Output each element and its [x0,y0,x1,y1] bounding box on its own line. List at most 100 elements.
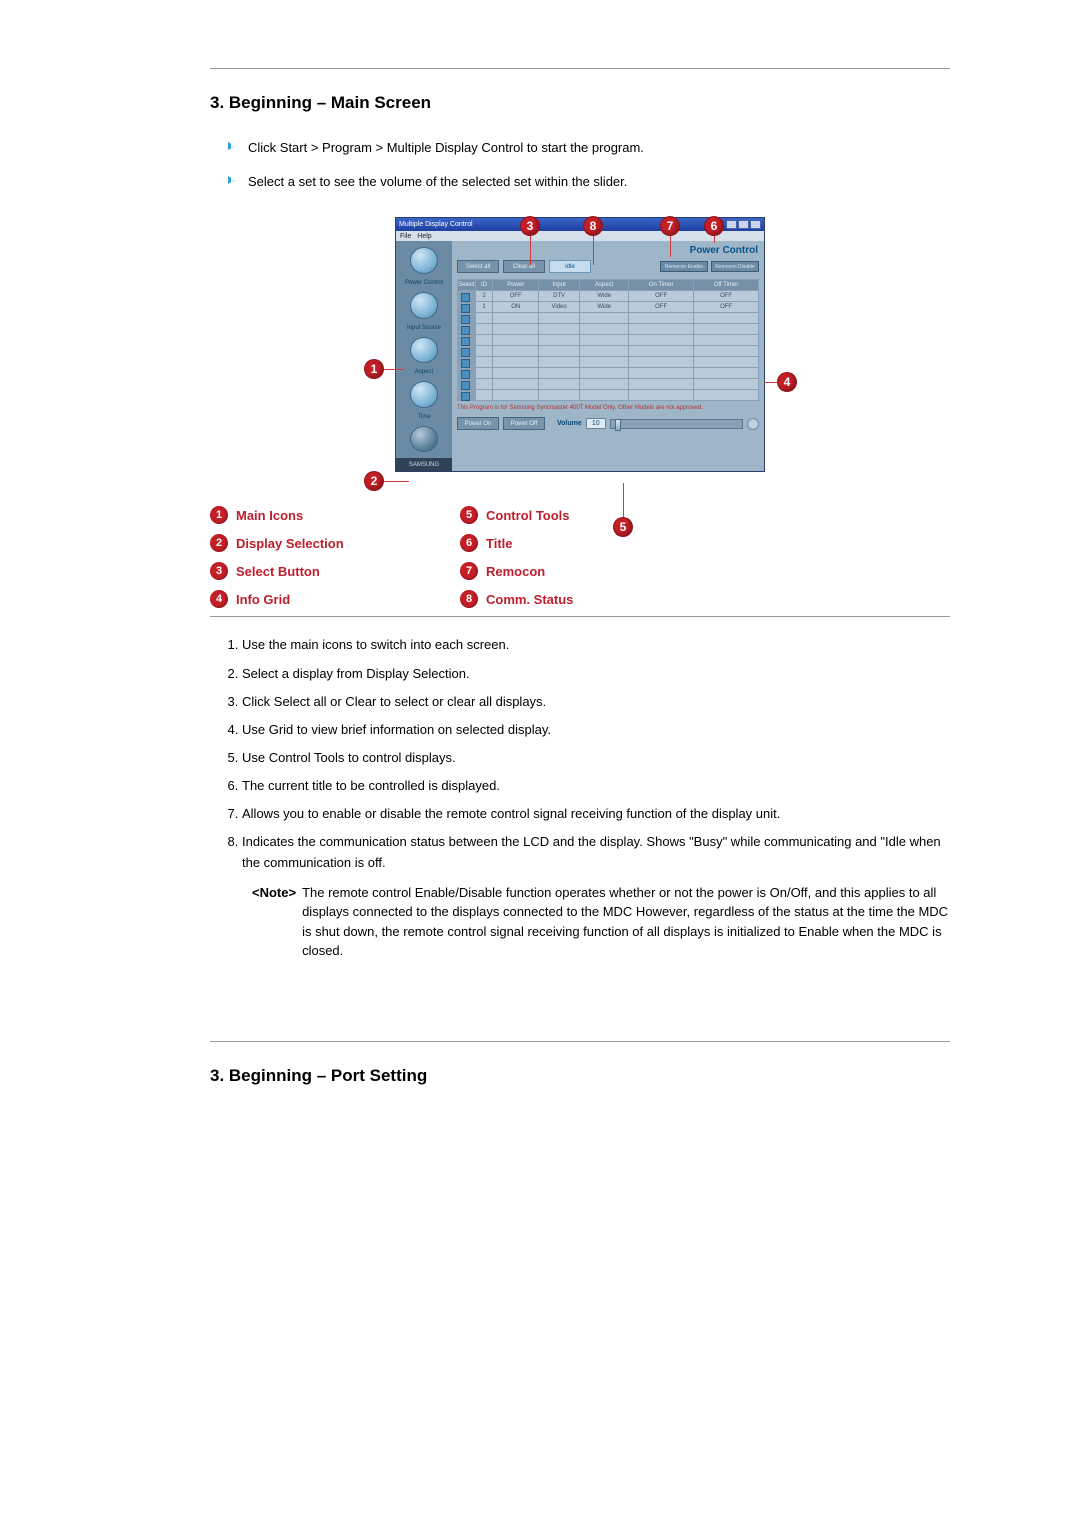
grid-cell [493,313,539,324]
step-item: Click Select all or Clear to select or c… [242,692,950,712]
step-item: Use the main icons to switch into each s… [242,635,950,655]
table-row[interactable] [458,324,759,335]
time-icon[interactable] [410,381,438,408]
legend-badge: 7 [460,562,478,580]
section-title-port: 3. Beginning – Port Setting [210,1066,950,1086]
grid-cell [493,368,539,379]
legend-label: Info Grid [236,592,290,607]
slider-end-icon [747,418,759,430]
legend-label: Main Icons [236,508,303,523]
grid-cell [475,324,493,335]
comm-status-idle: Idle [549,260,591,273]
input-source-icon[interactable] [410,292,438,319]
grid-cell [580,335,629,346]
grid-cell [629,346,694,357]
grid-cell: OFF [629,302,694,313]
intro-list: Click Start > Program > Multiple Display… [210,139,950,191]
grid-cell [694,335,759,346]
grid-cell [539,357,580,368]
grid-header: Power [493,280,539,291]
legend-badge: 6 [460,534,478,552]
volume-slider[interactable] [610,419,743,429]
close-icon[interactable] [750,220,761,229]
table-row[interactable] [458,368,759,379]
grid-cell [694,390,759,401]
aspect-icon[interactable] [410,337,438,364]
remocon-disable-button[interactable]: Remocon Disable [711,261,759,272]
grid-cell [458,346,476,357]
power-on-button[interactable]: Power On [457,417,499,430]
note-label: <Note> [252,883,296,961]
main-area: Power Control Select all Clear all Idle … [452,241,764,471]
sidebar-item-label: Aspect [415,369,433,375]
grid-cell [493,390,539,401]
grid-cell: OFF [694,302,759,313]
clear-all-button[interactable]: Clear all [503,260,545,273]
grid-cell [475,379,493,390]
grid-cell [694,379,759,390]
slider-thumb-icon[interactable] [615,419,621,431]
grid-cell [493,357,539,368]
screenshot-figure: 1 2 3 4 5 6 7 8 Multiple Display Control… [365,217,795,472]
table-row[interactable] [458,379,759,390]
grid-cell [629,368,694,379]
grid-cell [458,302,476,313]
minimize-icon[interactable] [726,220,737,229]
grid-cell [694,324,759,335]
legend-label: Display Selection [236,536,344,551]
grid-cell [475,390,493,401]
grid-header: On Timer [629,280,694,291]
menu-file[interactable]: File [400,233,411,240]
legend-item: 6Title [460,534,573,552]
legend-label: Remocon [486,564,545,579]
note-body: The remote control Enable/Disable functi… [302,883,950,961]
power-off-button[interactable]: Power Off [503,417,545,430]
note-block: <Note> The remote control Enable/Disable… [252,883,950,961]
grid-cell [475,346,493,357]
grid-cell [580,379,629,390]
legend-item: 8Comm. Status [460,590,573,608]
sidebar: Power Control Input Source Aspect Time S… [396,241,452,471]
grid-cell [458,357,476,368]
select-all-button[interactable]: Select all [457,260,499,273]
grid-cell [694,368,759,379]
grid-header: Off Timer [694,280,759,291]
volume-value: 10 [586,418,606,429]
grid-cell [694,346,759,357]
maximize-icon[interactable] [738,220,749,229]
grid-cell [493,324,539,335]
table-row[interactable] [458,390,759,401]
legend-badge: 1 [210,506,228,524]
grid-cell [629,313,694,324]
step-item: Indicates the communication status betwe… [242,832,950,872]
window-title: Multiple Display Control [399,221,473,228]
steps-list: Use the main icons to switch into each s… [210,635,950,872]
grid-cell [629,390,694,401]
legend-badge: 2 [210,534,228,552]
table-row[interactable]: 2OFFDTVWideOFFOFF [458,291,759,302]
grid-cell: OFF [629,291,694,302]
power-control-icon[interactable] [410,247,438,274]
table-row[interactable]: 1ONVideoWideOFFOFF [458,302,759,313]
grid-cell [458,390,476,401]
remocon-enable-button[interactable]: Remocon Enable [660,261,708,272]
grid-cell [475,313,493,324]
menu-help[interactable]: Help [417,233,431,240]
grid-cell [493,379,539,390]
grid-cell [629,379,694,390]
grid-cell [580,313,629,324]
table-row[interactable] [458,357,759,368]
grid-header: Select [458,280,476,291]
table-row[interactable] [458,335,759,346]
legend-item: 5Control Tools [460,506,573,524]
step-item: Allows you to enable or disable the remo… [242,804,950,824]
table-row[interactable] [458,313,759,324]
settings-icon[interactable] [410,426,438,453]
grid-cell [539,335,580,346]
legend-badge: 3 [210,562,228,580]
legend-badge: 8 [460,590,478,608]
table-row[interactable] [458,346,759,357]
grid-header: Aspect [580,280,629,291]
step-item: Use Grid to view brief information on se… [242,720,950,740]
grid-cell [580,390,629,401]
